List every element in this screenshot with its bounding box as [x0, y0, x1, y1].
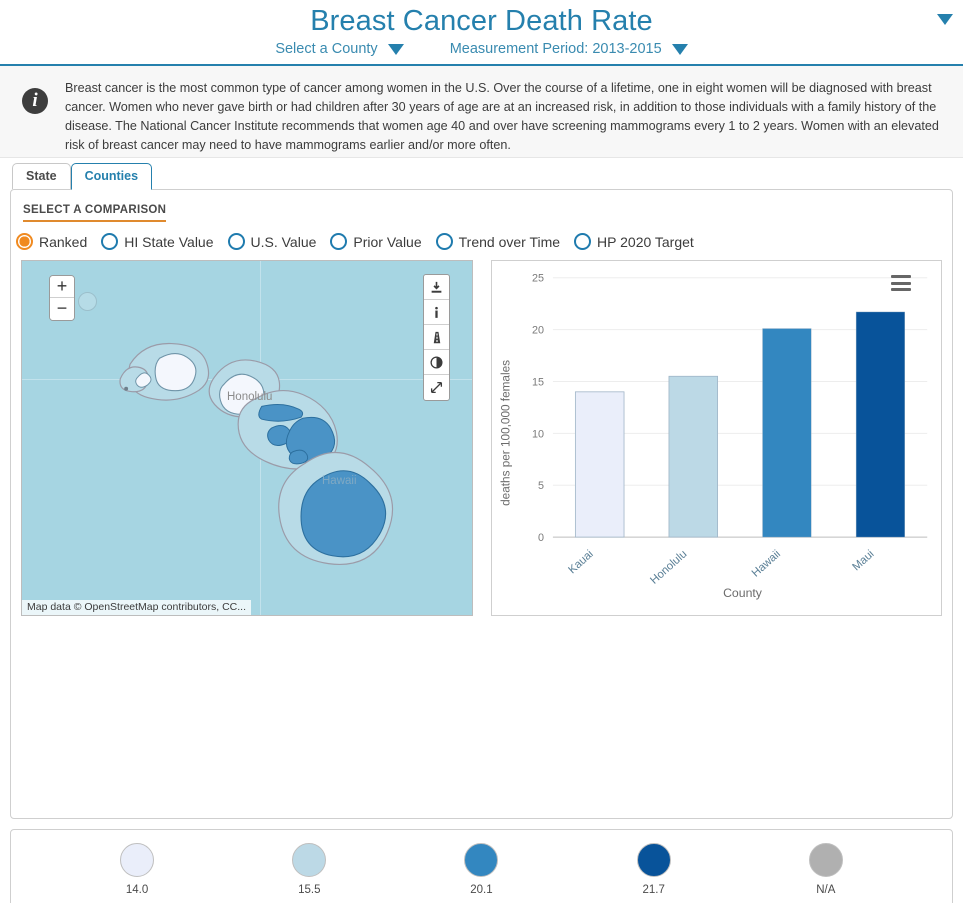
x-axis-tick-label: Kauai	[566, 548, 595, 576]
info-icon: i	[22, 88, 48, 114]
description-panel: i Breast cancer is the most common type …	[0, 66, 963, 158]
legend-value: 15.5	[298, 884, 321, 896]
map-zoom-controls: + −	[49, 275, 75, 321]
radio-mark-icon	[101, 233, 119, 250]
radio-label: Ranked	[39, 233, 88, 250]
county-selector-dropdown[interactable]: Select a County	[275, 41, 404, 57]
select-a-comparison-heading: SELECT A COMPARISON	[23, 204, 167, 222]
radio-mark-icon	[574, 233, 592, 250]
header-controls: Select a County Measurement Period: 2013…	[0, 41, 963, 57]
radio-label: HP 2020 Target	[597, 233, 694, 250]
zoom-in-button[interactable]: +	[50, 276, 74, 298]
radio-ranked[interactable]: Ranked	[16, 233, 87, 250]
radio-mark-icon	[435, 233, 453, 250]
measurement-period-dropdown[interactable]: Measurement Period: 2013-2015	[450, 41, 688, 57]
tab-state[interactable]: State	[12, 163, 71, 189]
header-menu-chevron-down-icon[interactable]	[937, 14, 953, 25]
page-header: Breast Cancer Death Rate Select a County…	[0, 0, 963, 66]
choropleth-map[interactable]: Honolulu Hawaii + −	[21, 260, 473, 616]
radio-mark-icon	[16, 233, 33, 250]
map-attribution: Map data © OpenStreetMap contributors, C…	[22, 600, 252, 615]
legend-value: 21.7	[642, 884, 665, 896]
comparison-radio-group: Ranked HI State Value U.S. Value Prior V…	[16, 233, 952, 250]
bar[interactable]	[574, 391, 625, 538]
description-text: Breast cancer is the most common type of…	[65, 81, 939, 152]
tab-bar: State Counties	[0, 161, 963, 190]
radio-hp-2020-target[interactable]: HP 2020 Target	[574, 233, 694, 250]
measurement-period-label: Measurement Period: 2013-2015	[449, 41, 662, 57]
radio-label: U.S. Value	[250, 233, 317, 250]
visualization-row: Honolulu Hawaii + −	[21, 260, 942, 616]
svg-text:0: 0	[538, 532, 544, 544]
radio-label: Prior Value	[353, 233, 422, 250]
legend-color-swatch	[464, 843, 499, 877]
hawaii-islands-shapes	[119, 342, 394, 565]
radio-us-value[interactable]: U.S. Value	[227, 233, 317, 250]
expand-icon[interactable]	[424, 375, 449, 400]
legend-item: 21.7	[614, 843, 694, 896]
download-icon[interactable]	[424, 275, 449, 300]
radio-trend-over-time[interactable]: Trend over Time	[435, 233, 561, 250]
radio-label: HI State Value	[124, 233, 214, 250]
legend-value: 20.1	[470, 884, 493, 896]
info-icon[interactable]	[424, 300, 449, 325]
legend-items: 14.0 15.5 20.1 21.7 N/A	[11, 830, 952, 896]
legend-item: 15.5	[269, 843, 349, 896]
radio-mark-icon	[330, 233, 348, 250]
svg-text:20: 20	[532, 325, 544, 337]
bar[interactable]	[762, 328, 812, 538]
county-selector-label: Select a County	[275, 41, 378, 57]
bar[interactable]	[855, 311, 905, 538]
legend-color-swatch	[120, 843, 155, 877]
legend-value: 14.0	[125, 884, 149, 896]
bar[interactable]	[668, 375, 719, 538]
svg-text:5: 5	[538, 480, 544, 492]
hamburger-menu-icon[interactable]	[891, 275, 911, 295]
radio-label: Trend over Time	[458, 233, 561, 250]
chevron-down-icon	[671, 43, 688, 55]
legend-color-swatch	[292, 843, 327, 877]
map-zoom-ghost-icon	[78, 292, 97, 311]
legend-color-swatch	[636, 843, 671, 877]
legend-color-swatch	[808, 843, 843, 877]
x-axis-tick-label: Honolulu	[648, 548, 689, 587]
legend-value: N/A	[816, 884, 836, 896]
legend-item: 20.1	[441, 843, 521, 896]
bar-chart[interactable]: 0 5 10 15 20 25 Kauai Honolulu Hawaii Maui death…	[491, 260, 942, 616]
tab-counties[interactable]: Counties	[70, 163, 153, 190]
svg-text:25: 25	[532, 273, 544, 285]
road-icon[interactable]	[424, 325, 449, 350]
x-axis-tick-label: Hawaii	[750, 548, 783, 580]
page-title: Breast Cancer Death Rate	[310, 5, 653, 37]
x-axis-tick-label: Maui	[850, 548, 876, 573]
radio-prior-value[interactable]: Prior Value	[330, 233, 422, 250]
zoom-out-button[interactable]: −	[50, 298, 74, 320]
svg-text:deaths per 100,000 females: deaths per 100,000 females	[500, 360, 513, 506]
svg-text:County: County	[723, 586, 763, 600]
radio-mark-icon	[227, 233, 245, 250]
chevron-down-icon	[387, 43, 404, 55]
map-tool-bar	[423, 274, 450, 401]
legend-item: N/A	[786, 843, 866, 896]
counties-panel: SELECT A COMPARISON Ranked HI State Valu…	[10, 189, 953, 819]
svg-text:15: 15	[532, 376, 544, 388]
bar-chart-canvas: 0 5 10 15 20 25 Kauai Honolulu Hawaii Maui death…	[500, 273, 928, 600]
radio-hi-state-value[interactable]: HI State Value	[101, 233, 214, 250]
map-legend: 14.015.520.121.7N/A deaths per 100,000 f…	[10, 829, 953, 903]
svg-text:10: 10	[532, 428, 544, 440]
contrast-icon[interactable]	[424, 350, 449, 375]
legend-item: 14.0	[97, 843, 177, 896]
